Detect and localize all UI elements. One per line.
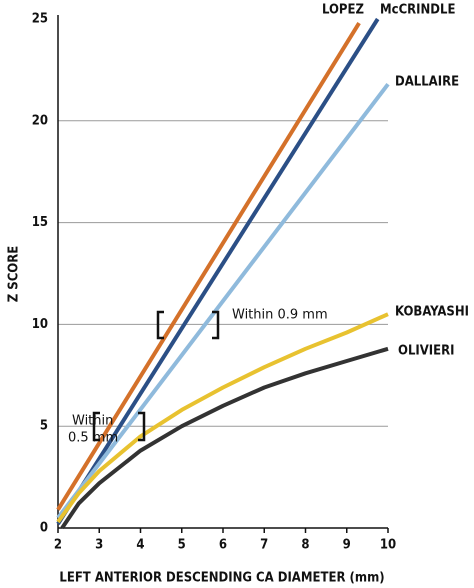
- x-tick-label: 3: [95, 538, 103, 553]
- line: [56, 22, 361, 511]
- bracket: [212, 310, 220, 340]
- line: [56, 17, 380, 525]
- y-tick-label: 20: [32, 113, 48, 128]
- series-label: OLIVIERI: [398, 344, 455, 359]
- y-tick-label: 15: [32, 215, 48, 230]
- series-label: KOBAYASHI: [395, 305, 469, 320]
- x-tick-label: 7: [260, 538, 268, 553]
- x-axis-label: LEFT ANTERIOR DESCENDING CA DIAMETER (mm…: [59, 571, 384, 586]
- series-label: McCRINDLE: [380, 3, 455, 18]
- annotation: Within: [72, 414, 113, 429]
- series-label: DALLAIRE: [395, 75, 459, 90]
- y-tick-label: 5: [40, 419, 48, 434]
- bracket: [92, 411, 100, 442]
- line: [56, 82, 390, 520]
- x-tick-label: 2: [54, 538, 62, 553]
- line: [56, 312, 389, 524]
- x-tick-label: 9: [343, 538, 351, 553]
- y-tick-label: 25: [32, 12, 48, 27]
- annotation: Within 0.9 mm: [232, 308, 328, 323]
- x-tick-label: 4: [136, 538, 144, 553]
- series-label: LOPEZ: [322, 3, 364, 18]
- line: [60, 346, 389, 530]
- y-tick-label: 0: [40, 521, 48, 536]
- bracket: [138, 411, 146, 442]
- y-tick-label: 10: [32, 317, 48, 332]
- x-tick-label: 8: [301, 538, 309, 553]
- x-tick-label: 6: [219, 538, 227, 553]
- bracket: [156, 310, 164, 340]
- y-axis-label: Z SCORE: [7, 246, 22, 303]
- x-tick-label: 5: [178, 538, 186, 553]
- x-tick-label: 10: [380, 538, 396, 553]
